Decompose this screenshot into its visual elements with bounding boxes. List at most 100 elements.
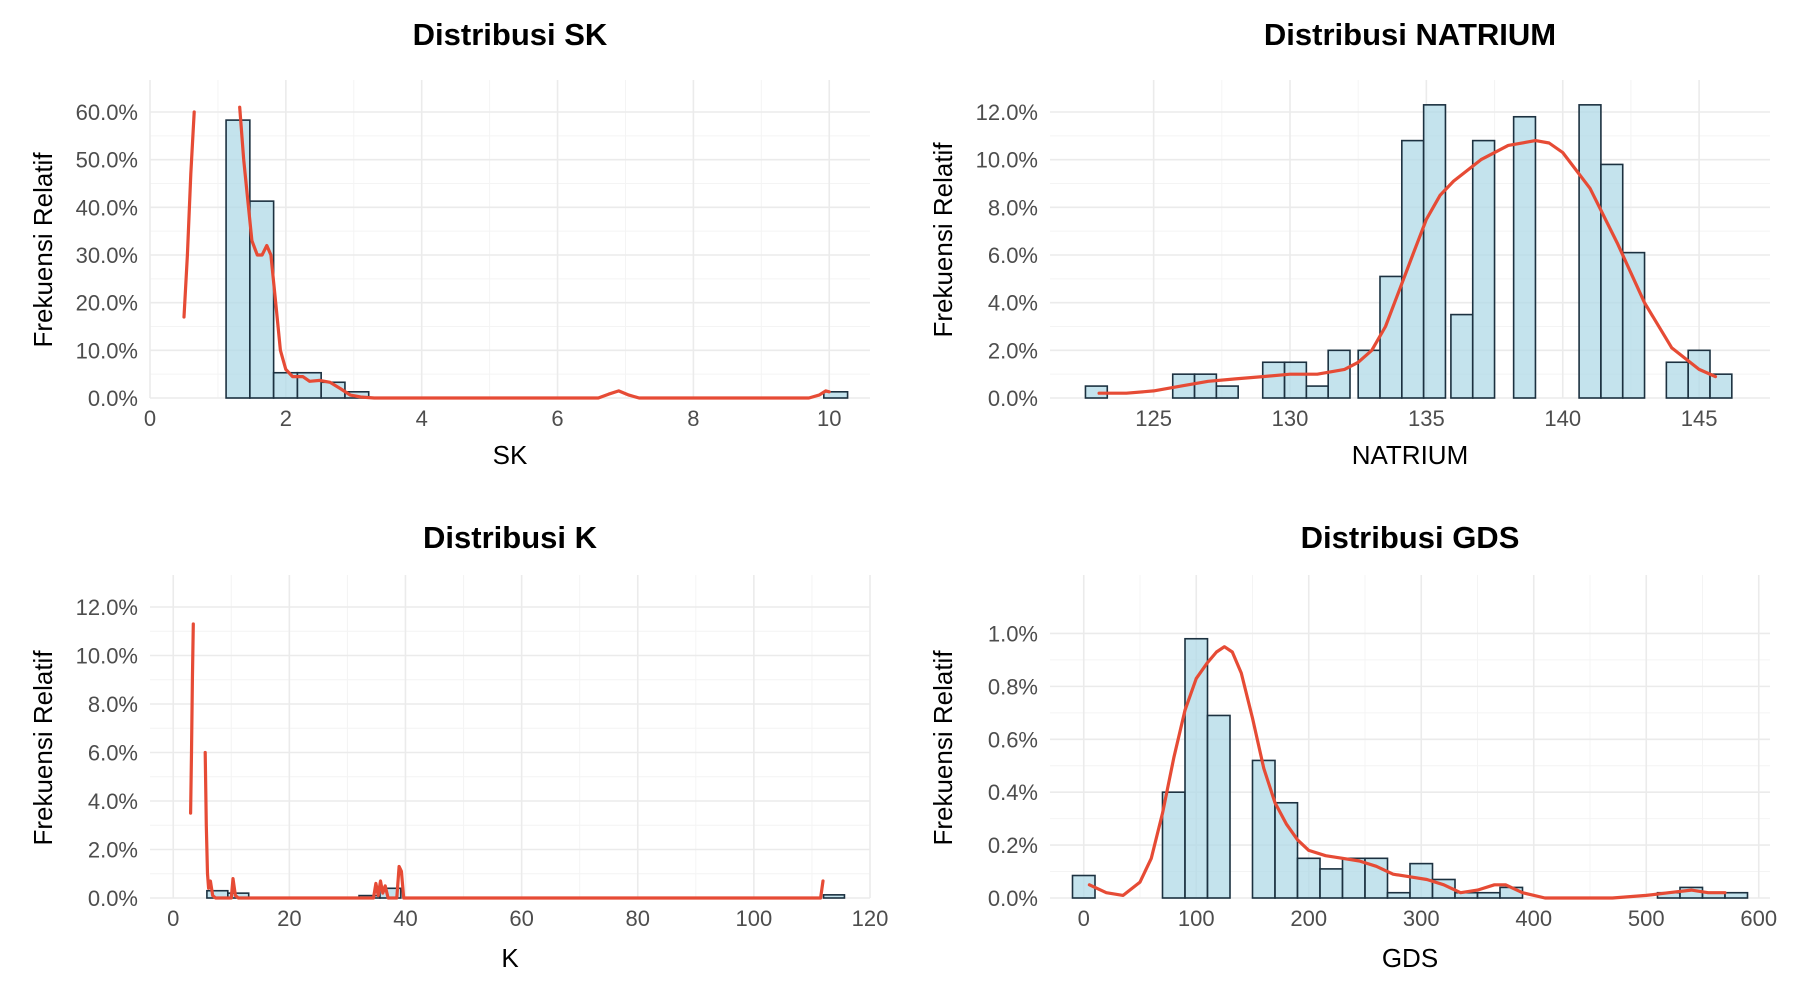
histogram-bar <box>1251 759 1276 899</box>
density-line <box>182 110 196 319</box>
chart-sk: Distribusi SK SK Frekuensi Relatif 0 2 4 6 8… <box>28 17 870 470</box>
histogram-bar <box>1401 139 1425 399</box>
histogram-bar <box>1450 313 1474 399</box>
density-curve <box>1097 139 1718 395</box>
x-tick-label: 6 <box>551 406 563 431</box>
x-tick-label: 500 <box>1628 906 1665 931</box>
chart-title: Distribusi NATRIUM <box>1264 17 1556 52</box>
histogram-bar <box>1215 385 1239 399</box>
y-tick-label: 0.0% <box>88 386 138 411</box>
y-tick-label: 20.0% <box>76 291 138 316</box>
chart-panel-natrium: Distribusi NATRIUM NATRIUM Frekuensi Rel… <box>900 0 1800 500</box>
y-tick-label: 0.4% <box>988 780 1038 805</box>
histogram-bar <box>1724 891 1749 899</box>
y-tick-label: 10.0% <box>76 644 138 669</box>
histogram-bar <box>822 894 846 899</box>
density-curve <box>182 105 831 400</box>
histogram-bar <box>1161 791 1186 899</box>
density-line <box>238 105 831 400</box>
x-tick-label: 135 <box>1408 406 1445 431</box>
density-curve <box>1087 645 1727 900</box>
histogram-bar <box>1665 361 1689 399</box>
histogram-bar <box>1422 104 1447 399</box>
y-tick-labels: 0.0% 2.0% 4.0% 6.0% 8.0% 10.0% 12.0% <box>976 100 1038 411</box>
histogram-bar <box>1476 891 1501 899</box>
y-axis-label: Frekuensi Relatif <box>928 142 958 338</box>
chart-title: Distribusi K <box>423 520 598 555</box>
chart-panel-gds: Distribusi GDS GDS Frekuensi Relatif 0 10… <box>900 500 1800 1000</box>
histogram-bar <box>1471 139 1496 399</box>
x-tick-label: 400 <box>1515 906 1552 931</box>
y-tick-label: 0.6% <box>988 727 1038 752</box>
x-tick-labels: 0 2 4 6 8 10 <box>144 406 842 431</box>
x-tick-label: 2 <box>280 406 292 431</box>
histogram-bar <box>1709 373 1733 399</box>
x-tick-label: 125 <box>1135 406 1172 431</box>
x-tick-label: 100 <box>1178 906 1215 931</box>
y-tick-label: 6.0% <box>88 741 138 766</box>
chart-panel-sk: Distribusi SK SK Frekuensi Relatif 0 2 4 6 8… <box>0 0 900 500</box>
y-axis-label: Frekuensi Relatif <box>928 650 958 846</box>
y-tick-label: 8.0% <box>988 195 1038 220</box>
chart-title: Distribusi GDS <box>1301 520 1520 555</box>
y-tick-label: 0.0% <box>988 886 1038 911</box>
x-tick-labels: 0 20 40 60 80 100 120 <box>167 906 888 931</box>
y-axis-label: Frekuensi Relatif <box>28 650 58 846</box>
chart-panel-k: Distribusi K K Frekuensi Relatif 0 20 40 60… <box>0 500 900 1000</box>
x-axis-label: NATRIUM <box>1352 440 1469 470</box>
x-tick-label: 100 <box>736 906 773 931</box>
x-tick-label: 130 <box>1272 406 1309 431</box>
x-tick-labels: 125 130 135 140 145 <box>1135 406 1717 431</box>
histogram-bar <box>1578 104 1602 399</box>
y-tick-label: 12.0% <box>976 100 1038 125</box>
x-tick-label: 200 <box>1290 906 1327 931</box>
y-tick-label: 0.2% <box>988 833 1038 858</box>
y-tick-labels: 0.0% 2.0% 4.0% 6.0% 8.0% 10.0% 12.0% <box>76 595 138 911</box>
histogram-bar <box>1319 868 1344 899</box>
density-line <box>1087 645 1727 900</box>
y-tick-labels: 0.0% 10.0% 20.0% 30.0% 40.0% 50.0% 60.0% <box>76 100 138 411</box>
x-axis-label: K <box>501 943 519 973</box>
y-tick-label: 2.0% <box>88 838 138 863</box>
x-tick-label: 120 <box>852 906 889 931</box>
histogram-bar <box>1193 373 1218 399</box>
y-axis-label: Frekuensi Relatif <box>28 152 58 348</box>
histogram-bar <box>1305 385 1329 399</box>
x-tick-label: 10 <box>817 406 841 431</box>
y-tick-label: 2.0% <box>988 338 1038 363</box>
histogram-bar <box>1600 163 1624 399</box>
y-tick-label: 10.0% <box>76 338 138 363</box>
x-tick-label: 8 <box>687 406 699 431</box>
grid-lines <box>150 575 871 899</box>
x-tick-label: 40 <box>393 906 417 931</box>
density-curve <box>189 622 825 900</box>
y-tick-label: 4.0% <box>88 789 138 814</box>
histogram-bar <box>1283 361 1308 399</box>
histogram-bar <box>1386 891 1411 899</box>
y-tick-label: 6.0% <box>988 243 1038 268</box>
histogram-bars <box>1084 104 1733 399</box>
y-tick-label: 12.0% <box>76 595 138 620</box>
y-tick-label: 30.0% <box>76 243 138 268</box>
y-tick-label: 1.0% <box>988 621 1038 646</box>
histogram-bar <box>225 119 251 399</box>
y-tick-label: 4.0% <box>988 291 1038 316</box>
histogram-bars <box>225 119 849 399</box>
histogram-bars <box>1071 637 1749 899</box>
histogram-bar <box>249 200 275 399</box>
x-tick-label: 140 <box>1544 406 1581 431</box>
histogram-bar <box>1454 891 1479 899</box>
x-axis-label: SK <box>493 440 528 470</box>
grid-lines <box>1050 575 1770 899</box>
histogram-bar <box>1296 857 1321 899</box>
x-tick-label: 60 <box>509 906 533 931</box>
density-line <box>189 622 195 815</box>
density-line <box>1097 139 1718 395</box>
y-tick-label: 60.0% <box>76 100 138 125</box>
y-tick-label: 0.0% <box>88 886 138 911</box>
chart-title: Distribusi SK <box>413 17 608 52</box>
chart-gds: Distribusi GDS GDS Frekuensi Relatif 0 10… <box>928 520 1777 973</box>
histogram-bar <box>1327 349 1351 399</box>
histogram-bar <box>1621 251 1646 399</box>
histogram-bar <box>1341 857 1366 899</box>
